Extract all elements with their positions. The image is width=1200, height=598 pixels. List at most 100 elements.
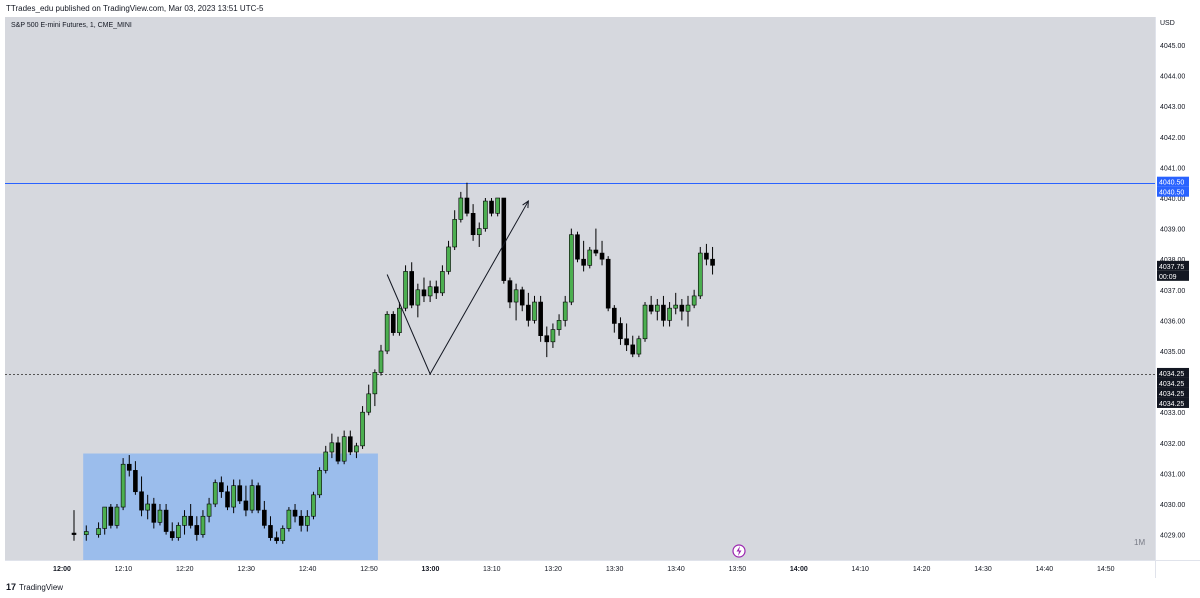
candle[interactable] <box>237 479 243 504</box>
range-box[interactable] <box>83 453 378 560</box>
candle[interactable] <box>390 311 396 336</box>
candle[interactable] <box>249 479 255 514</box>
candle[interactable] <box>317 467 322 498</box>
candle[interactable] <box>710 246 715 275</box>
price-label-box[interactable]: 4037.75 <box>1157 260 1189 271</box>
candle[interactable] <box>139 476 144 517</box>
tradingview-logo[interactable]: 17 TradingView <box>6 582 63 592</box>
candle[interactable] <box>575 231 580 263</box>
candle[interactable] <box>83 525 89 541</box>
candle[interactable] <box>495 197 500 217</box>
candle[interactable] <box>200 510 206 538</box>
price-label-box[interactable]: 4040.50 <box>1157 176 1189 187</box>
candle[interactable] <box>532 295 537 324</box>
candle[interactable] <box>605 256 611 312</box>
candle[interactable] <box>255 482 261 514</box>
candle[interactable] <box>108 504 114 529</box>
candle[interactable] <box>169 522 175 541</box>
candle[interactable] <box>593 228 599 257</box>
candle[interactable] <box>323 445 329 474</box>
candle[interactable] <box>378 344 384 376</box>
candle[interactable] <box>673 292 679 315</box>
candle[interactable] <box>679 298 685 321</box>
candle[interactable] <box>347 430 353 456</box>
candle[interactable] <box>654 298 660 321</box>
candle[interactable] <box>544 326 550 358</box>
price-label-box[interactable]: 4034.25 <box>1157 397 1189 408</box>
candle[interactable] <box>636 335 642 358</box>
candle[interactable] <box>581 240 586 272</box>
candle[interactable] <box>157 504 163 526</box>
candle[interactable] <box>163 504 169 535</box>
candle[interactable] <box>489 198 494 217</box>
candle[interactable] <box>305 510 310 532</box>
candle[interactable] <box>446 240 451 275</box>
candle[interactable] <box>452 210 457 251</box>
candle[interactable] <box>612 305 617 333</box>
candle[interactable] <box>648 295 654 315</box>
candle[interactable] <box>268 516 273 541</box>
candle[interactable] <box>145 494 150 520</box>
candle[interactable] <box>704 243 709 266</box>
candle[interactable] <box>403 265 408 312</box>
candle[interactable] <box>409 262 415 309</box>
candle[interactable] <box>415 283 421 318</box>
candle[interactable] <box>685 295 691 327</box>
candle[interactable] <box>354 442 359 459</box>
candle[interactable] <box>329 433 335 459</box>
candle[interactable] <box>513 283 519 321</box>
candle[interactable] <box>433 280 439 299</box>
candle[interactable] <box>71 510 77 541</box>
candle[interactable] <box>642 302 648 342</box>
candle[interactable] <box>624 323 629 351</box>
candle[interactable] <box>298 510 304 532</box>
candle[interactable] <box>384 311 390 355</box>
candle[interactable] <box>562 295 568 327</box>
candle[interactable] <box>550 323 556 348</box>
candle[interactable] <box>440 265 445 296</box>
candle[interactable] <box>102 506 107 535</box>
currency-label[interactable]: USD <box>1160 20 1175 27</box>
candle[interactable] <box>526 292 531 327</box>
candle[interactable] <box>691 289 697 309</box>
candle[interactable] <box>120 458 126 511</box>
candle[interactable] <box>630 335 636 358</box>
candle[interactable] <box>397 302 402 336</box>
candle[interactable] <box>151 497 157 529</box>
candle[interactable] <box>280 525 286 544</box>
candle[interactable] <box>507 277 513 309</box>
candle[interactable] <box>262 500 267 529</box>
candle[interactable] <box>697 246 703 299</box>
candle[interactable] <box>219 476 224 498</box>
candle[interactable] <box>212 479 218 508</box>
candle[interactable] <box>96 522 101 538</box>
candle[interactable] <box>114 504 120 529</box>
candle[interactable] <box>243 485 249 517</box>
candle[interactable] <box>569 228 574 306</box>
candle[interactable] <box>311 491 316 520</box>
candle[interactable] <box>483 198 488 232</box>
candle[interactable] <box>476 222 482 247</box>
candle[interactable] <box>618 317 623 345</box>
candle[interactable] <box>335 436 341 465</box>
candle[interactable] <box>292 504 298 523</box>
candle[interactable] <box>225 485 230 511</box>
candle[interactable] <box>538 295 543 342</box>
candle[interactable] <box>206 497 212 523</box>
candle[interactable] <box>133 461 138 495</box>
candle[interactable] <box>519 286 525 312</box>
candle[interactable] <box>194 516 200 541</box>
candle[interactable] <box>501 197 507 284</box>
symbol-title[interactable]: S&P 500 E-mini Futures, 1, CME_MINI <box>11 22 132 29</box>
candle[interactable] <box>274 531 279 544</box>
candle[interactable] <box>360 406 365 449</box>
price-label-box[interactable]: 4040.50 <box>1157 186 1189 197</box>
candle[interactable] <box>182 510 187 535</box>
candle[interactable] <box>341 430 347 465</box>
candle[interactable] <box>661 295 666 327</box>
candle[interactable] <box>231 479 236 514</box>
price-label-box[interactable]: 00:09 <box>1157 270 1189 281</box>
candle[interactable] <box>366 384 372 416</box>
candle[interactable] <box>176 522 181 541</box>
